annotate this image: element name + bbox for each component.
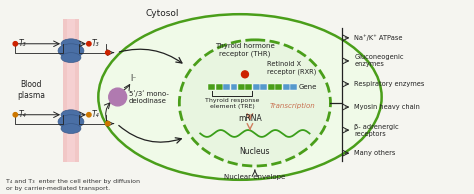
Text: Na⁺/K⁺ ATPase: Na⁺/K⁺ ATPase bbox=[354, 35, 403, 41]
Bar bbox=[63, 19, 79, 162]
Bar bbox=[275, 84, 282, 90]
Bar bbox=[238, 84, 245, 90]
Circle shape bbox=[106, 50, 110, 55]
Ellipse shape bbox=[58, 115, 84, 129]
Text: Thyroid hormone
receptor (THR): Thyroid hormone receptor (THR) bbox=[215, 43, 275, 57]
Text: T₃: T₃ bbox=[92, 39, 100, 48]
Text: T₄ and T₃  enter the cell either by diffusion
or by carrier-mediated transport.: T₄ and T₃ enter the cell either by diffu… bbox=[6, 179, 140, 191]
Text: T₃: T₃ bbox=[18, 39, 26, 48]
Circle shape bbox=[109, 88, 127, 106]
Bar bbox=[290, 84, 297, 90]
Bar bbox=[253, 84, 260, 90]
Bar bbox=[260, 84, 267, 90]
Text: T₄: T₄ bbox=[18, 110, 26, 119]
Text: I⁻: I⁻ bbox=[131, 74, 137, 83]
Bar bbox=[283, 84, 290, 90]
Ellipse shape bbox=[98, 14, 382, 180]
Ellipse shape bbox=[61, 110, 81, 120]
Circle shape bbox=[13, 42, 18, 46]
Ellipse shape bbox=[58, 44, 84, 58]
Circle shape bbox=[13, 113, 18, 117]
Text: Gene: Gene bbox=[299, 84, 317, 90]
Text: Cytosol: Cytosol bbox=[146, 9, 179, 18]
Text: Nucleus: Nucleus bbox=[240, 147, 270, 156]
Text: Thyroid response
element (TRE): Thyroid response element (TRE) bbox=[205, 98, 259, 109]
Bar bbox=[208, 84, 215, 90]
Bar bbox=[246, 84, 253, 90]
Ellipse shape bbox=[179, 40, 330, 166]
Bar bbox=[268, 84, 275, 90]
Text: Gluconeogenic
enzymes: Gluconeogenic enzymes bbox=[354, 55, 404, 68]
Ellipse shape bbox=[61, 124, 81, 133]
Text: Retinoid X
receptor (RXR): Retinoid X receptor (RXR) bbox=[267, 61, 316, 75]
Text: Myosin heavy chain: Myosin heavy chain bbox=[354, 104, 420, 110]
Bar bbox=[230, 84, 237, 90]
Text: β- adrenergic
receptors: β- adrenergic receptors bbox=[354, 124, 399, 137]
Bar bbox=[216, 84, 223, 90]
Text: Respiratory enzymes: Respiratory enzymes bbox=[354, 81, 425, 87]
Ellipse shape bbox=[61, 39, 81, 49]
Circle shape bbox=[87, 113, 91, 117]
Ellipse shape bbox=[61, 53, 81, 62]
Text: Transcription: Transcription bbox=[270, 103, 316, 109]
Circle shape bbox=[241, 71, 248, 78]
Text: Nuclear envelope: Nuclear envelope bbox=[224, 174, 285, 180]
Text: 5ʹ/3ʹ mono-
deiodinase: 5ʹ/3ʹ mono- deiodinase bbox=[128, 90, 169, 104]
Circle shape bbox=[87, 42, 91, 46]
Bar bbox=[67, 19, 75, 162]
Text: T₄: T₄ bbox=[92, 110, 100, 119]
Text: mRNA: mRNA bbox=[238, 114, 262, 123]
Bar bbox=[223, 84, 230, 90]
Text: Blood
plasma: Blood plasma bbox=[17, 80, 45, 100]
Circle shape bbox=[106, 121, 110, 126]
Text: Many others: Many others bbox=[354, 150, 396, 156]
